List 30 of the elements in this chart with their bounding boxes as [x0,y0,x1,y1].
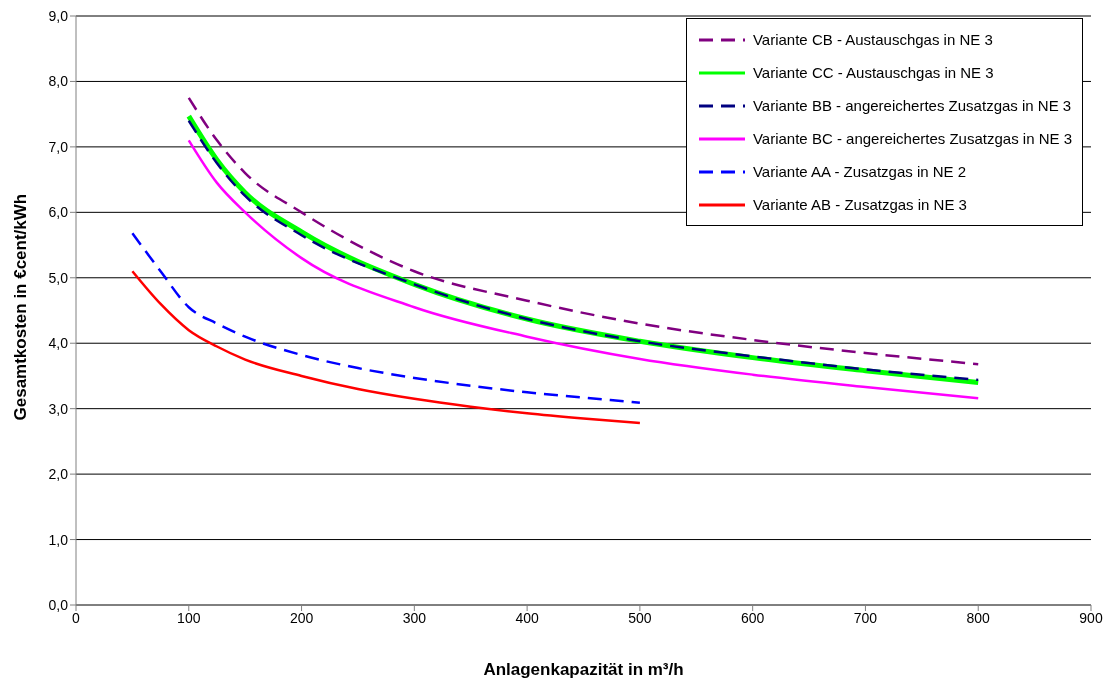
y-tick-label: 9,0 [48,7,69,24]
y-tick-label: 8,0 [48,73,69,90]
x-tick-label: 500 [628,609,652,626]
y-tick-label: 6,0 [48,204,69,221]
x-axis-title: Anlagenkapazität in m³/h [483,660,684,679]
legend-label: Variante AB - Zusatzgas in NE 3 [752,195,967,215]
y-axis-title: Gesamtkosten in €cent/kWh [11,193,31,421]
legend-label: Variante BB - angereichertes Zusatzgas in NE 3 [752,96,1072,116]
y-tick-label: 5,0 [48,269,69,286]
y-tick-label: 1,0 [48,531,69,548]
y-tick-label: 4,0 [48,335,69,352]
legend-label: Variante CC - Austauschgas in NE 3 [752,63,994,83]
y-tick-label: 3,0 [48,400,69,417]
x-tick-label: 300 [402,609,427,626]
y-tick-label: 7,0 [48,138,69,155]
x-tick-label: 200 [289,609,314,626]
x-tick-label: 900 [1079,609,1103,626]
x-tick-label: 700 [853,609,878,626]
legend-label: Variante CB - Austauschgas in NE 3 [752,30,993,50]
x-tick-label: 400 [515,609,539,626]
y-tick-label: 2,0 [48,466,69,483]
line-series [131,269,642,425]
legend-label: Variante AA - Zusatzgas in NE 2 [752,162,967,182]
line-series [131,232,642,405]
y-tick-label: 0,0 [48,596,69,613]
x-tick-label: 100 [177,609,201,626]
x-tick-label: 0 [72,609,81,626]
x-tick-label: 600 [740,609,765,626]
x-tick-label: 800 [966,609,991,626]
legend-label: Variante BC - angereichertes Zusatzgas in NE 3 [752,129,1072,149]
